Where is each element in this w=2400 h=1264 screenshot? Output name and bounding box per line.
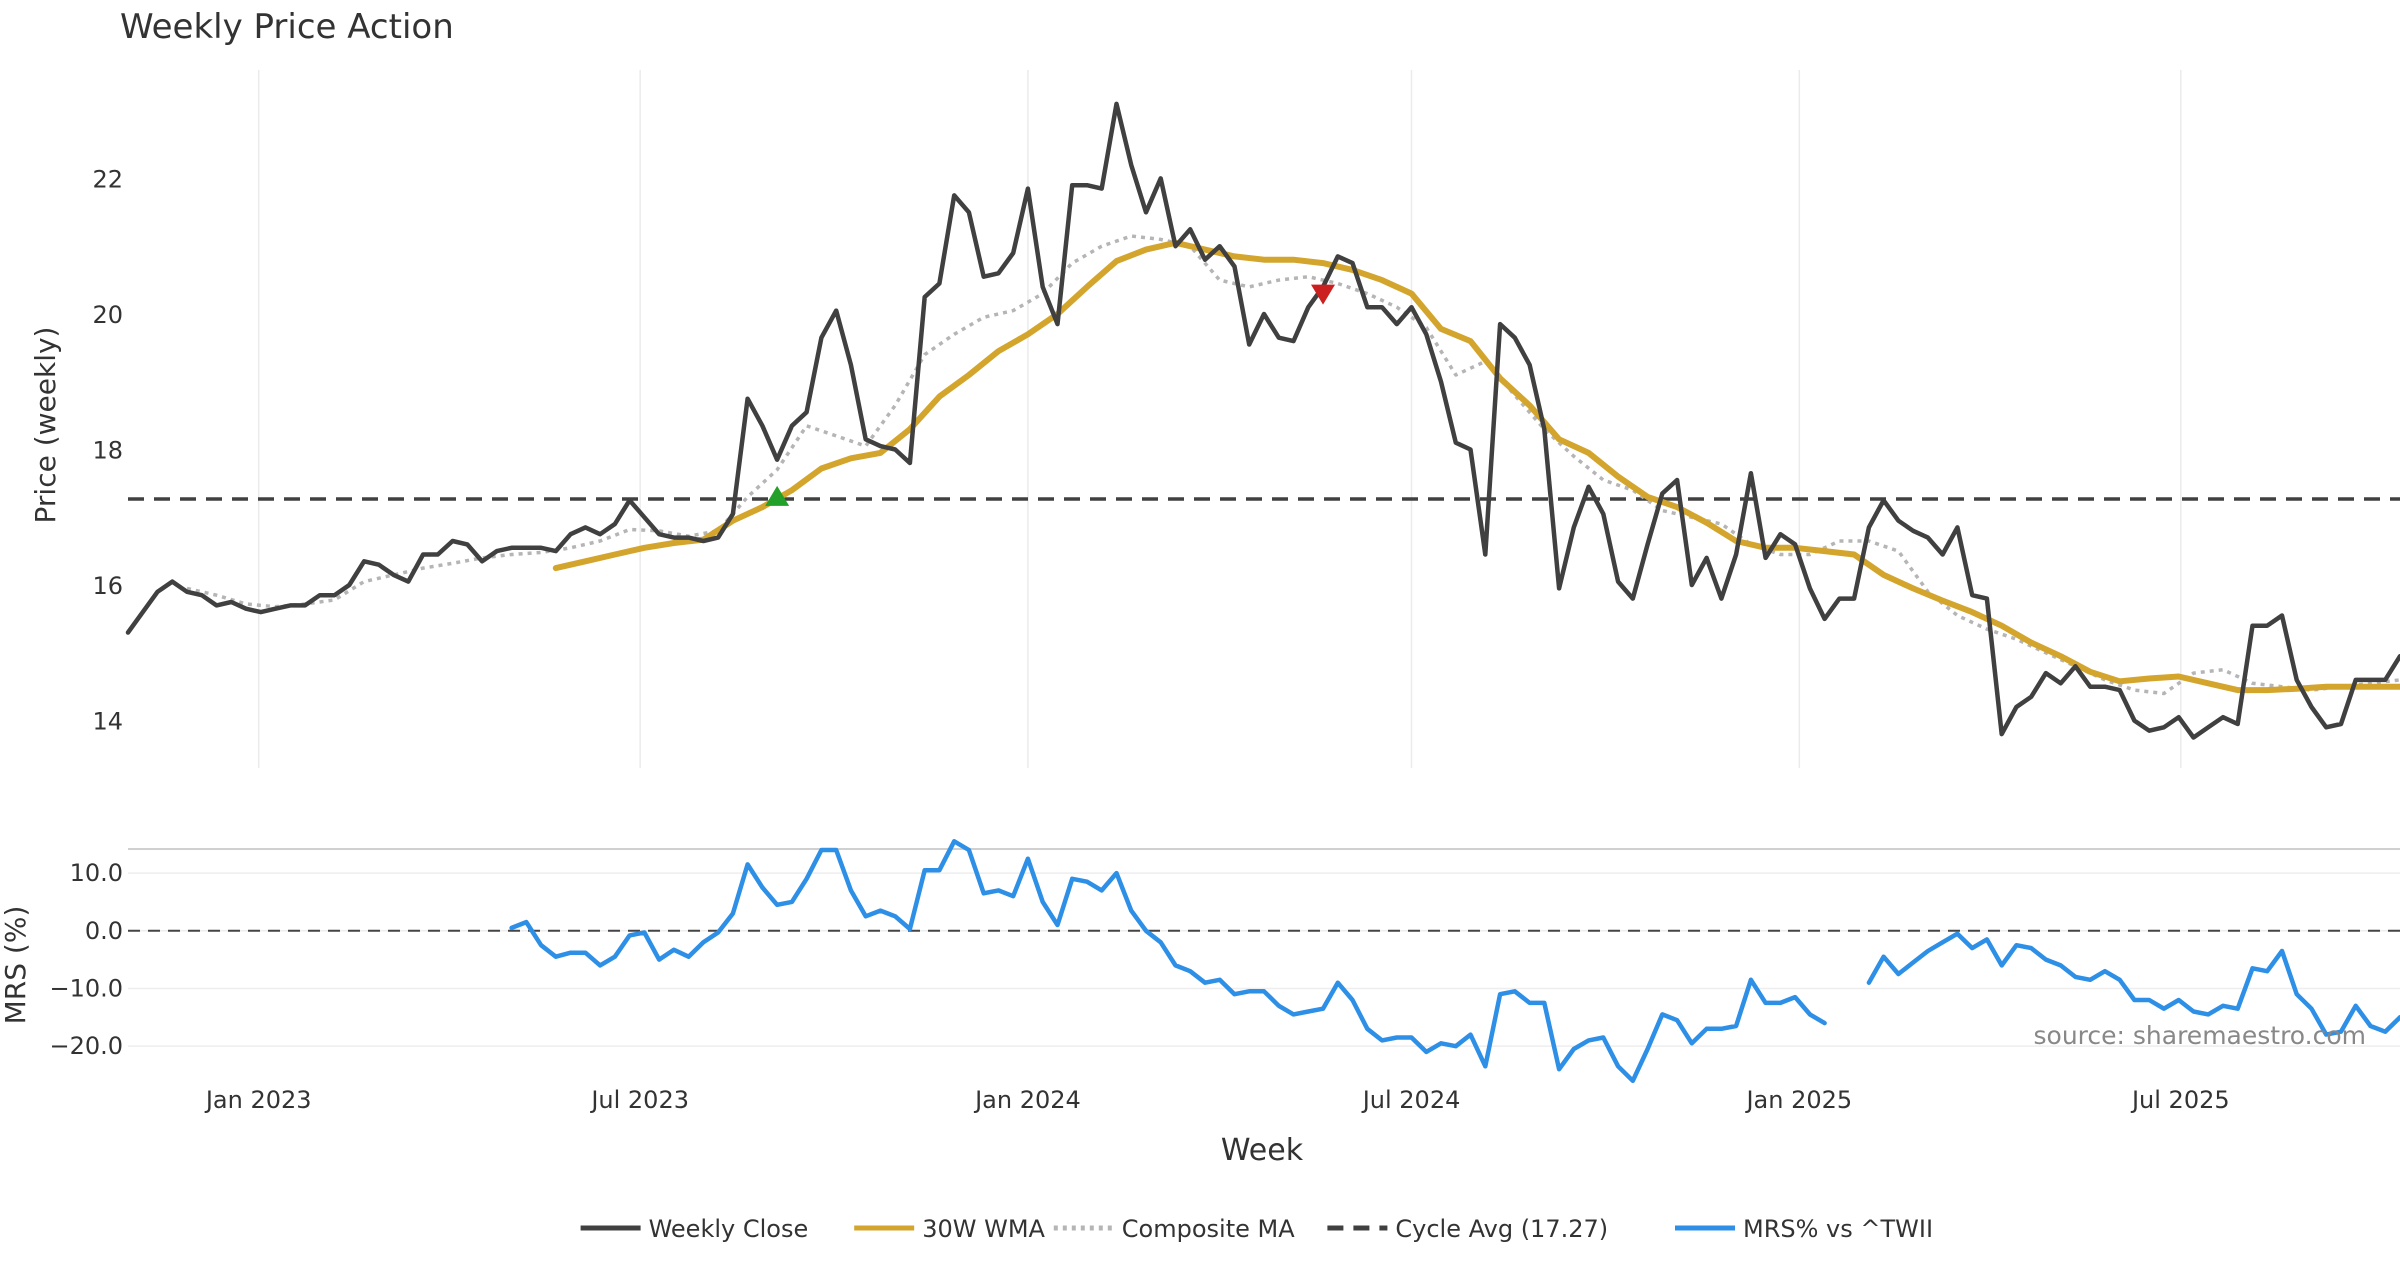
price-panel-grid <box>257 70 2182 768</box>
axes-labels: Jan 2023 Jul 2023 Jan 2024 Jul 2024 Jan 2025… <box>49 165 2229 1114</box>
legend-item-composite-ma: Composite MA <box>1053 1215 1295 1243</box>
mrs-panel-series <box>509 839 2400 1084</box>
sell-signal-marker <box>1311 284 1336 305</box>
source-annotation: source: sharemaestro.com <box>2034 1021 2367 1050</box>
x-tick-label: Jan 2023 <box>204 1086 312 1114</box>
x-axis-label: Week <box>1221 1133 1304 1168</box>
legend-item-weekly-close: Weekly Close <box>580 1215 809 1243</box>
mrs-y-tick-label: −10.0 <box>49 974 123 1002</box>
series-line-30w-wma <box>552 239 2400 694</box>
price-y-tick-label: 14 <box>92 708 123 736</box>
series-line-mrs-vs-twii <box>509 839 1827 1084</box>
mrs-y-axis-label: MRS (%) <box>0 906 32 1025</box>
legend-label: Weekly Close <box>649 1215 809 1243</box>
chart-legend: Weekly Close 30W WMA Composite MA Cycle Avg… <box>580 1215 1933 1243</box>
price-y-tick-label: 16 <box>92 572 123 600</box>
price-y-tick-label: 20 <box>92 301 123 329</box>
price-y-tick-label: 22 <box>92 165 123 193</box>
mrs-y-tick-label: 10.0 <box>70 859 123 887</box>
chart-title: Weekly Price Action <box>120 7 454 47</box>
price-y-tick-label: 18 <box>92 436 123 464</box>
legend-label: Composite MA <box>1122 1215 1295 1243</box>
legend-label: 30W WMA <box>922 1215 1045 1243</box>
legend-item-30w-wma: 30W WMA <box>854 1215 1046 1243</box>
mrs-panel-grid <box>128 848 2400 1047</box>
series-line-mrs-vs-twii <box>1866 931 2400 1037</box>
mrs-y-tick-label: 0.0 <box>85 917 123 945</box>
series-line-composite-ma <box>186 234 2400 696</box>
x-tick-label: Jan 2025 <box>1744 1086 1852 1114</box>
legend-label: Cycle Avg (17.27) <box>1395 1215 1608 1243</box>
mrs-y-tick-label: −20.0 <box>49 1032 123 1060</box>
legend-item-cycle-avg-17-27: Cycle Avg (17.27) <box>1327 1215 1608 1243</box>
price-y-axis-label: Price (weekly) <box>29 327 62 524</box>
series-line-weekly-close <box>125 101 2400 740</box>
buy-signal-marker <box>765 485 790 506</box>
legend-label: MRS% vs ^TWII <box>1743 1215 1933 1243</box>
x-tick-label: Jul 2025 <box>2130 1086 2230 1114</box>
price-panel-series <box>125 101 2400 740</box>
x-tick-label: Jul 2023 <box>589 1086 689 1114</box>
legend-item-mrs-vs-twii: MRS% vs ^TWII <box>1675 1215 1933 1243</box>
x-tick-label: Jan 2024 <box>973 1086 1081 1114</box>
x-tick-label: Jul 2024 <box>1361 1086 1461 1114</box>
